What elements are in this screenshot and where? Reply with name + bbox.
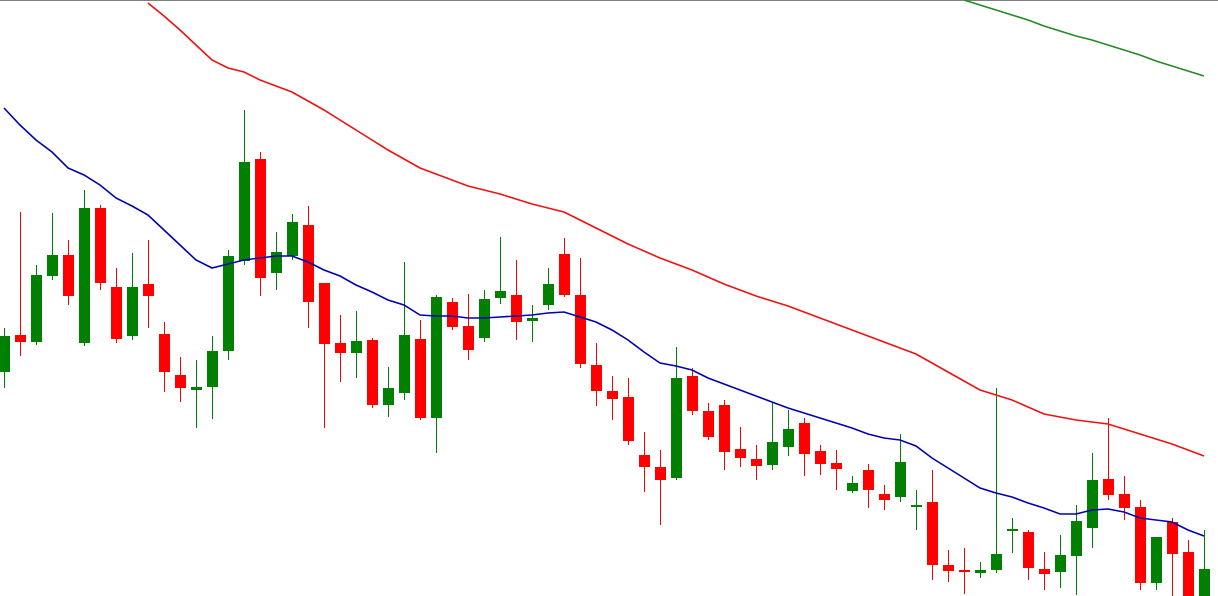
candle-body — [95, 208, 106, 283]
candle-body — [1167, 522, 1178, 554]
candle-body — [559, 254, 570, 295]
candle-body — [719, 405, 730, 452]
candle-body — [671, 378, 682, 478]
candle-body — [991, 554, 1002, 570]
candle-body — [943, 565, 954, 571]
candle-body — [159, 334, 170, 372]
candle-body — [47, 255, 58, 276]
candle-body — [847, 483, 858, 491]
candle-body — [79, 208, 90, 343]
candle-body — [0, 336, 10, 372]
candle-body — [111, 287, 122, 339]
candle-body — [351, 341, 362, 353]
candle-body — [607, 391, 618, 399]
candle-body — [1071, 521, 1082, 556]
candle-body — [783, 429, 794, 447]
candle-body — [1135, 507, 1146, 583]
candle-body — [191, 387, 202, 390]
candle-body — [575, 295, 586, 364]
candle-body — [399, 335, 410, 393]
candle-body — [703, 411, 714, 437]
candle-body — [415, 339, 426, 418]
candle-body — [303, 225, 314, 302]
candle-body — [655, 467, 666, 480]
candle-body — [431, 297, 442, 418]
candle-body — [1039, 569, 1050, 574]
candle-body — [255, 159, 266, 278]
candle-body — [799, 423, 810, 454]
candle-body — [543, 284, 554, 305]
candle-body — [687, 376, 698, 411]
candle-body — [319, 283, 330, 344]
candle-body — [15, 335, 26, 342]
candle-body — [127, 287, 138, 336]
candle-body — [1199, 569, 1210, 596]
candle-body — [1119, 494, 1130, 508]
candle-body — [223, 256, 234, 351]
moving-average-line — [963, 0, 1205, 77]
candle-body — [1055, 555, 1066, 572]
candle-body — [591, 365, 602, 391]
candle-body — [1023, 532, 1034, 568]
moving-average-line — [147, 2, 1205, 457]
candle-body — [959, 570, 970, 572]
candle-body — [895, 462, 906, 497]
candle-body — [207, 351, 218, 387]
candle-body — [639, 455, 650, 467]
candle-body — [383, 388, 394, 405]
candle-body — [863, 470, 874, 490]
candle-body — [911, 505, 922, 507]
candle-body — [879, 494, 890, 500]
candle-body — [335, 343, 346, 353]
candle-body — [1103, 479, 1114, 495]
candle-body — [63, 255, 74, 296]
candle-body — [815, 451, 826, 464]
candle-body — [511, 295, 522, 322]
candle-body — [239, 162, 250, 261]
candle-body — [975, 570, 986, 573]
candle-body — [1087, 480, 1098, 528]
candle-body — [1007, 529, 1018, 531]
candle-body — [831, 463, 842, 469]
candle-body — [271, 252, 282, 273]
candle-body — [1183, 552, 1194, 596]
candle-body — [767, 442, 778, 465]
candle-body — [927, 502, 938, 565]
candle-body — [1151, 537, 1162, 583]
candle-body — [175, 375, 186, 388]
candle-body — [735, 449, 746, 458]
candle-body — [31, 275, 42, 342]
candle-body — [623, 397, 634, 441]
candle-body — [143, 284, 154, 296]
moving-average-line — [3, 107, 1205, 537]
candle-body — [287, 222, 298, 256]
candle-body — [367, 340, 378, 405]
candle-body — [495, 291, 506, 298]
candle-body — [463, 326, 474, 350]
candle-body — [751, 459, 762, 466]
candle-body — [447, 302, 458, 327]
candle-body — [527, 318, 538, 321]
